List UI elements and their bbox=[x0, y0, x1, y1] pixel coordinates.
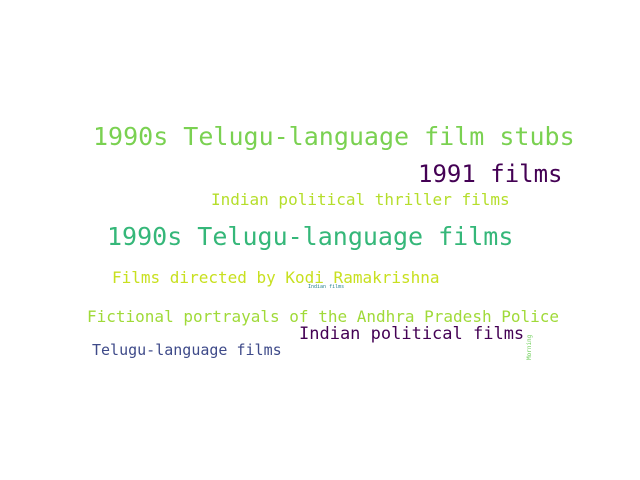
word-indian-political-films: Indian political films bbox=[299, 324, 525, 344]
word-1990s-telugu-language-film-stubs: 1990s Telugu-language film stubs bbox=[93, 122, 575, 151]
word-fictional-portrayals-andhra-pradesh-police: Fictional portrayals of the Andhra Prade… bbox=[87, 307, 560, 326]
word-morning: Morning bbox=[526, 334, 533, 360]
word-films-directed-by-kodi-ramakrishna: Films directed by Kodi Ramakrishna bbox=[112, 268, 440, 287]
word-1990s-telugu-language-films: 1990s Telugu-language films bbox=[107, 222, 514, 251]
word-telugu-language-films: Telugu-language films bbox=[92, 341, 282, 359]
word-indian-political-thriller-films: Indian political thriller films bbox=[211, 190, 510, 209]
word-1991-films: 1991 films bbox=[418, 160, 563, 188]
word-indian-films: Indian films bbox=[308, 284, 345, 290]
